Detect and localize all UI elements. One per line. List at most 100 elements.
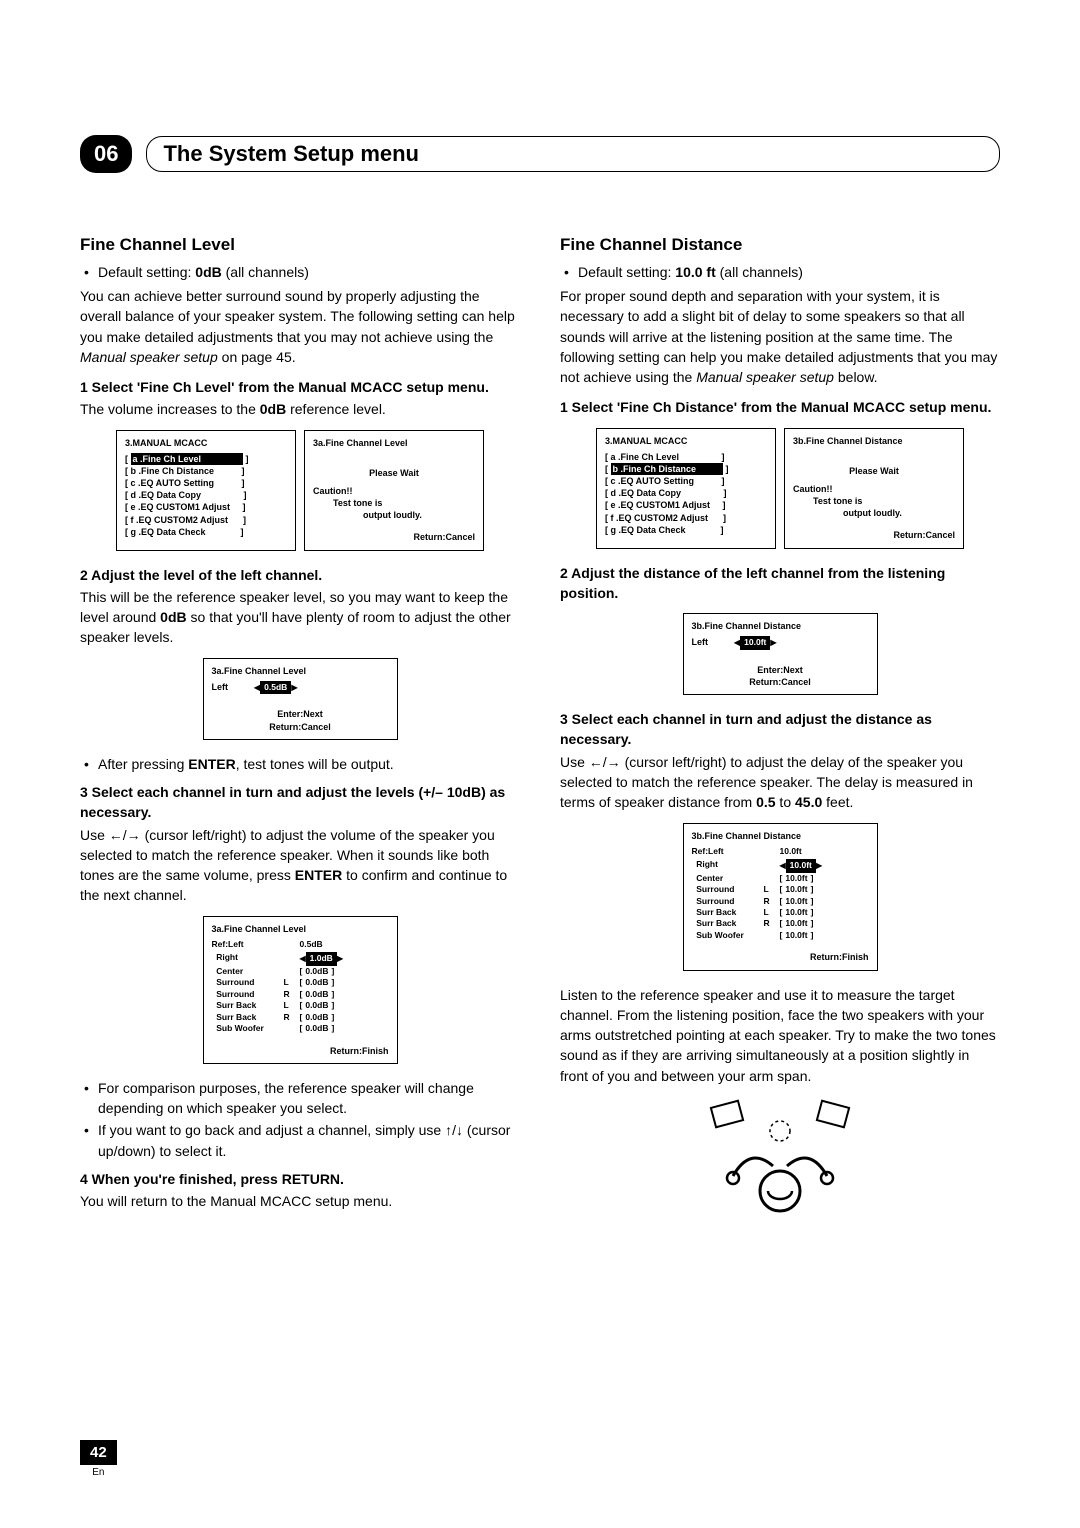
- osd-menu-item: [ b .Fine Ch Distance ]: [125, 465, 287, 477]
- default-setting-level: Default setting: 0dB (all channels): [80, 262, 520, 282]
- intro-paragraph: For proper sound depth and separation wi…: [560, 286, 1000, 387]
- text: (all channels): [222, 264, 309, 280]
- osd-menu-item: [ c .EQ AUTO Setting ]: [125, 477, 287, 489]
- chapter-number-badge: 06: [80, 135, 132, 173]
- osd-channel-row: Surr BackL[ 10.0ft ]: [692, 907, 869, 918]
- osd-menu-item: [ c .EQ AUTO Setting ]: [605, 475, 767, 487]
- osd-channel-distances: 3b.Fine Channel Distance Ref:Left 10.0ft…: [683, 823, 878, 971]
- osd-fine-distance-wait: 3b.Fine Channel Distance Please Wait Cau…: [784, 428, 964, 549]
- osd-channel-row: SurroundR[ 10.0ft ]: [692, 896, 869, 907]
- page-footer: 42 En: [80, 1440, 117, 1478]
- note-comparison: For comparison purposes, the reference s…: [80, 1078, 520, 1119]
- osd-title: 3b.Fine Channel Distance: [692, 620, 869, 632]
- osd-menu-item: [ d .EQ Data Copy ]: [125, 489, 287, 501]
- page-number: 42: [80, 1440, 117, 1465]
- ref-italic: Manual speaker setup: [80, 349, 218, 365]
- osd-caution: Caution!!: [793, 483, 955, 495]
- osd-channel-row: Surr BackR[ 10.0ft ]: [692, 918, 869, 929]
- osd-mcacc-menu: 3.MANUAL MCACC [ a .Fine Ch Level ][ b .…: [596, 428, 776, 549]
- osd-title: 3b.Fine Channel Distance: [793, 435, 955, 447]
- osd-tone: Test tone is: [793, 495, 955, 507]
- osd-left-level: 3a.Fine Channel Level Left ◀ 0.5dB▶ Ente…: [203, 658, 398, 740]
- osd-channel-row: Right◀ 10.0ft ▶: [692, 859, 869, 872]
- osd-channel-row: Center[ 10.0ft ]: [692, 873, 869, 884]
- osd-channel-row: Surr BackL[ 0.0dB]: [212, 1000, 389, 1011]
- osd-return: Return:Cancel: [692, 676, 869, 688]
- section-title-distance: Fine Channel Distance: [560, 233, 1000, 258]
- osd-mcacc-menu: 3.MANUAL MCACC [ a .Fine Ch Level ][ b .…: [116, 430, 296, 551]
- bold: 0dB: [260, 401, 286, 417]
- osd-return: Return:Cancel: [793, 529, 955, 541]
- step-3-heading: 3 Select each channel in turn and adjust…: [560, 709, 1000, 750]
- osd-ref-val: 0.5dB: [300, 939, 323, 950]
- step-2-heading: 2 Adjust the distance of the left channe…: [560, 563, 1000, 604]
- osd-title: 3.MANUAL MCACC: [125, 437, 287, 449]
- osd-ref: Ref:Left: [212, 939, 284, 950]
- note-goback: If you want to go back and adjust a chan…: [80, 1120, 520, 1161]
- osd-value: 10.0ft: [740, 636, 770, 649]
- osd-menu-item: [ g .EQ Data Check ]: [125, 526, 287, 538]
- text: feet.: [822, 794, 853, 810]
- osd-tone: output loudly.: [793, 507, 955, 519]
- osd-enter: Enter:Next: [212, 708, 389, 720]
- ref-italic: Manual speaker setup: [696, 369, 834, 385]
- osd-return: Return:Cancel: [212, 721, 389, 733]
- bold: ENTER: [295, 867, 342, 883]
- chapter-title: The System Setup menu: [146, 136, 1000, 172]
- osd-menu-item: [ d .EQ Data Copy ]: [605, 487, 767, 499]
- step-2-body: This will be the reference speaker level…: [80, 587, 520, 648]
- osd-caution: Caution!!: [313, 485, 475, 497]
- osd-channel-row: Sub Woofer[ 10.0ft ]: [692, 930, 869, 941]
- right-arrow-icon: ▶: [291, 683, 297, 692]
- osd-return: Return:Finish: [692, 951, 869, 963]
- osd-menu-item: [ f .EQ CUSTOM2 Adjust ]: [605, 512, 767, 524]
- osd-menu-item: [ a .Fine Ch Level ]: [605, 451, 767, 463]
- text: (all channels): [716, 264, 803, 280]
- osd-channel-row: Sub Woofer[ 0.0dB]: [212, 1023, 389, 1034]
- step-1-body: The volume increases to the 0dB referenc…: [80, 399, 520, 419]
- osd-menu-item: [ e .EQ CUSTOM1 Adjust ]: [605, 499, 767, 511]
- osd-tone: output loudly.: [313, 509, 475, 521]
- osd-footer: Enter:Next Return:Cancel: [692, 664, 869, 688]
- section-title-level: Fine Channel Level: [80, 233, 520, 258]
- osd-wait: Please Wait: [793, 465, 955, 477]
- text: below.: [834, 369, 878, 385]
- default-value: 10.0 ft: [675, 264, 715, 280]
- bold: 0dB: [160, 609, 186, 625]
- step-4-body: You will return to the Manual MCACC setu…: [80, 1191, 520, 1211]
- page-lang: En: [80, 1467, 117, 1478]
- intro-paragraph: You can achieve better surround sound by…: [80, 286, 520, 367]
- text: Default setting:: [578, 264, 675, 280]
- osd-title: 3b.Fine Channel Distance: [692, 830, 869, 842]
- text: to: [776, 794, 795, 810]
- osd-channel-row: SurroundR[ 0.0dB]: [212, 989, 389, 1000]
- step-1-heading: 1 Select 'Fine Ch Distance' from the Man…: [560, 397, 1000, 417]
- osd-menu-single-3: 3a.Fine Channel Level Ref:Left 0.5dB Rig…: [80, 916, 520, 1064]
- osd-title: 3.MANUAL MCACC: [605, 435, 767, 447]
- osd-footer: Enter:Next Return:Cancel: [212, 708, 389, 732]
- osd-left-distance: 3b.Fine Channel Distance Left ◀ 10.0ft ▶…: [683, 613, 878, 695]
- osd-title: 3a.Fine Channel Level: [313, 437, 475, 449]
- osd-menu-item: [ a .Fine Ch Level ]: [125, 453, 287, 465]
- osd-menu-item: [ g .EQ Data Check ]: [605, 524, 767, 536]
- step-2-heading: 2 Adjust the level of the left channel.: [80, 565, 520, 585]
- text: on page 45.: [218, 349, 296, 365]
- text: reference level.: [286, 401, 386, 417]
- osd-menu-pair-1: 3.MANUAL MCACC [ a .Fine Ch Level ][ b .…: [80, 430, 520, 551]
- osd-menu-item: [ f .EQ CUSTOM2 Adjust ]: [125, 514, 287, 526]
- step-3-body: Use ←/→ (cursor left/right) to adjust th…: [80, 825, 520, 906]
- osd-enter: Enter:Next: [692, 664, 869, 676]
- osd-channel-row: Right◀ 1.0dB▶: [212, 952, 389, 965]
- text: After pressing: [98, 756, 188, 772]
- osd-return: Return:Finish: [212, 1045, 389, 1057]
- osd-channel-levels: 3a.Fine Channel Level Ref:Left 0.5dB Rig…: [203, 916, 398, 1064]
- right-arrow-icon: ▶: [770, 638, 776, 647]
- osd-title: 3a.Fine Channel Level: [212, 665, 389, 677]
- default-value: 0dB: [195, 264, 221, 280]
- osd-channel-row: SurroundL[ 10.0ft ]: [692, 884, 869, 895]
- osd-menu-single-3: 3b.Fine Channel Distance Ref:Left 10.0ft…: [560, 823, 1000, 971]
- osd-channel: Left: [212, 681, 252, 693]
- osd-menu-item: [ b .Fine Ch Distance ]: [605, 463, 767, 475]
- osd-tone: Test tone is: [313, 497, 475, 509]
- osd-channel-row: SurroundL[ 0.0dB]: [212, 977, 389, 988]
